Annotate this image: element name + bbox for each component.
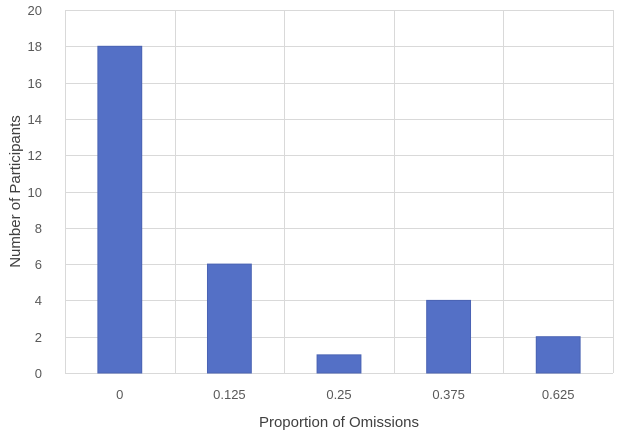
x-tick-label: 0.25: [326, 387, 351, 402]
y-tick-label: 16: [28, 76, 42, 91]
y-tick-label: 14: [28, 112, 42, 127]
y-tick-label: 8: [35, 221, 42, 236]
x-tick-label: 0: [116, 387, 123, 402]
bar: [426, 299, 472, 374]
bar: [535, 336, 581, 374]
y-tick-label: 12: [28, 148, 42, 163]
gridlines: [65, 10, 614, 374]
y-tick-label: 10: [28, 185, 42, 200]
x-tick-label: 0.125: [213, 387, 246, 402]
y-tick-label: 4: [35, 293, 42, 308]
x-axis-ticks: 0 0.125 0.25 0.375 0.625: [116, 387, 574, 402]
x-tick-label: 0.375: [432, 387, 465, 402]
bar: [206, 263, 252, 374]
y-tick-label: 6: [35, 257, 42, 272]
x-axis-title: Proportion of Omissions: [259, 414, 419, 431]
y-tick-label: 18: [28, 39, 42, 54]
bar: [97, 45, 143, 374]
y-axis-title: Number of Participants: [7, 115, 24, 268]
y-tick-label: 20: [28, 3, 42, 18]
y-tick-label: 0: [35, 366, 42, 381]
y-axis-ticks: 0 2 4 6 8 10 12 14 16 18 20: [28, 3, 42, 381]
y-tick-label: 2: [35, 330, 42, 345]
bars: [97, 45, 581, 374]
bar: [316, 354, 362, 374]
x-tick-label: 0.625: [542, 387, 575, 402]
